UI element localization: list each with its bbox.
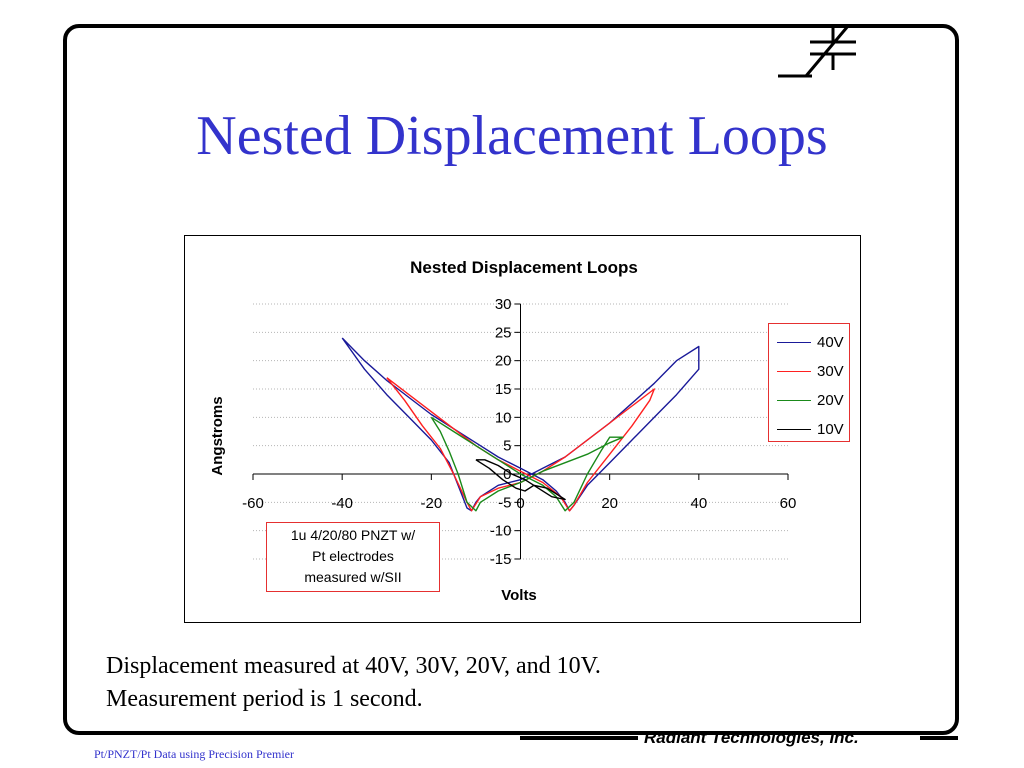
x-tick-label: -20: [420, 495, 442, 512]
legend-label-20v: 20V: [817, 391, 844, 409]
y-tick-label: 20: [495, 353, 512, 370]
axes: -60 -40 -20 0 20 40 60 -15 -10 -5 0 5 10 15 20 25 30: [242, 296, 796, 568]
chart-container: Nested Displacement Loops Angstroms Volt…: [184, 235, 861, 623]
chart-legend: 40V 30V 20V 10V: [768, 323, 850, 442]
series-line-10v: [475, 459, 566, 501]
annotation-line: measured w/SII: [304, 569, 402, 585]
legend-swatch-10v: [777, 428, 811, 430]
y-tick-label: 0: [503, 466, 511, 483]
annotation-line: 1u 4/20/80 PNZT w/: [290, 527, 416, 543]
data-series: [341, 337, 700, 512]
x-tick-label: 60: [780, 495, 797, 512]
footer-rule-left: [520, 736, 638, 740]
footer-note: Pt/PNZT/Pt Data using Precision Premier: [94, 747, 294, 761]
series-line-40v: [341, 337, 700, 512]
footer-company: Radiant Technologies, Inc.: [644, 728, 859, 747]
legend-label-40v: 40V: [817, 333, 844, 351]
y-axis-label: Angstroms: [209, 396, 226, 475]
series-line-20v: [430, 416, 624, 512]
x-tick-label: -60: [242, 495, 264, 512]
chart-plot: Nested Displacement Loops Angstroms Volt…: [209, 258, 796, 604]
legend-swatch-30v: [777, 370, 811, 372]
y-tick-label: 10: [495, 409, 512, 426]
caption-line: Displacement measured at 40V, 30V, 20V, …: [106, 653, 601, 679]
x-tick-label: 40: [690, 495, 707, 512]
y-tick-label: 30: [495, 296, 512, 313]
slide-title: Nested Displacement Loops: [196, 105, 828, 167]
legend-swatch-20v: [777, 399, 811, 401]
chart-annotation: 1u 4/20/80 PNZT w/ Pt electrodes measure…: [266, 522, 440, 592]
legend-item-10v: 10V: [777, 419, 844, 439]
slide-caption: Displacement measured at 40V, 30V, 20V, …: [106, 650, 746, 716]
y-tick-label: -5: [498, 494, 511, 511]
slide-frame: [63, 24, 959, 735]
legend-label-10v: 10V: [817, 420, 844, 438]
x-tick-label: 20: [601, 495, 618, 512]
caption-line: Measurement period is 1 second.: [106, 686, 423, 712]
y-tick-label: 25: [495, 324, 512, 341]
y-tick-label: 5: [503, 438, 511, 455]
legend-item-30v: 30V: [777, 361, 844, 381]
legend-item-20v: 20V: [777, 390, 844, 410]
annotation-line: Pt electrodes: [312, 548, 394, 564]
footer-rule-right: [920, 736, 958, 740]
x-tick-label: -40: [331, 495, 353, 512]
x-axis-label: Volts: [501, 587, 537, 604]
legend-label-30v: 30V: [817, 362, 844, 380]
y-tick-label: -10: [490, 523, 512, 540]
legend-item-40v: 40V: [777, 332, 844, 352]
y-tick-label: -15: [490, 551, 512, 568]
chart-title: Nested Displacement Loops: [410, 258, 638, 277]
x-tick-label: 0: [516, 495, 524, 512]
capacitor-logo-icon: [778, 24, 856, 78]
legend-swatch-40v: [777, 341, 811, 343]
y-tick-label: 15: [495, 381, 512, 398]
